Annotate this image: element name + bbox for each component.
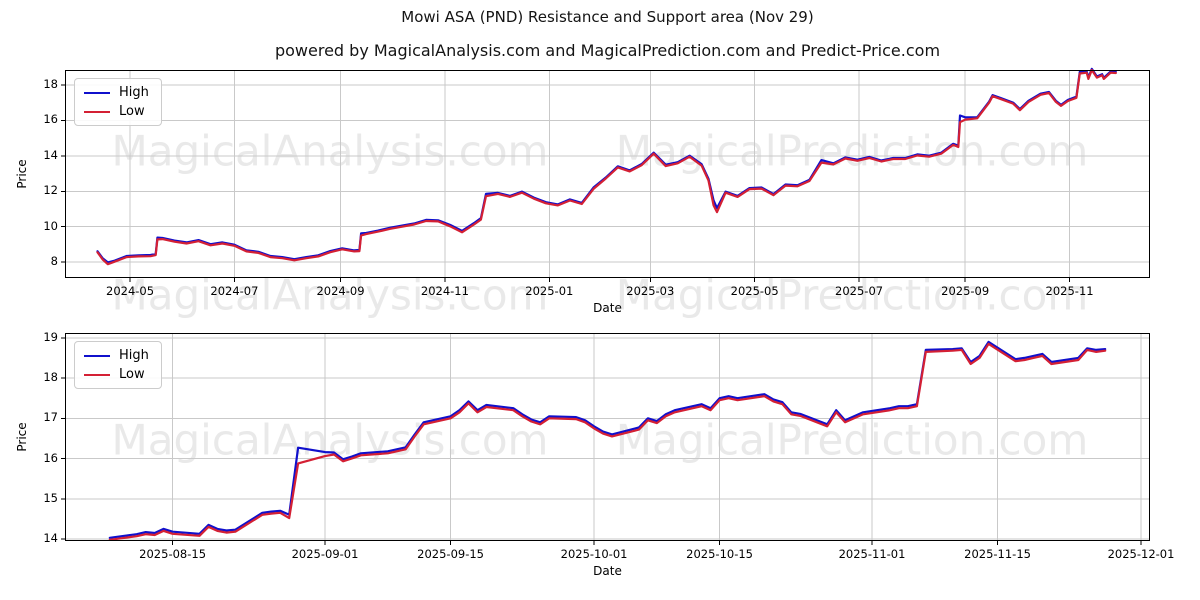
legend-line-icon bbox=[84, 110, 110, 113]
legend: High Low bbox=[74, 341, 162, 389]
y-tick-label: 16 bbox=[43, 112, 58, 127]
legend-entry-high: High bbox=[84, 85, 149, 100]
y-axis-label: Price bbox=[15, 422, 29, 452]
legend-entry-high: High bbox=[84, 348, 149, 363]
x-tick-label: 2025-11 bbox=[1045, 284, 1094, 298]
y-tick-label: 14 bbox=[43, 530, 58, 545]
x-tick-label: 2025-03 bbox=[626, 284, 675, 298]
x-tick-label: 2025-11-01 bbox=[838, 547, 906, 561]
legend-line-icon bbox=[84, 354, 110, 357]
y-tick-label: 12 bbox=[43, 183, 58, 198]
y-tick-label: 18 bbox=[43, 77, 58, 92]
page-subtitle: powered by MagicalAnalysis.com and Magic… bbox=[274, 41, 941, 60]
y-tick-label: 15 bbox=[43, 490, 58, 505]
x-tick-label: 2025-08-15 bbox=[139, 547, 207, 561]
x-axis-label: Date bbox=[593, 301, 622, 315]
watermark-analysis: MagicalAnalysis.com bbox=[111, 270, 549, 320]
y-tick-label: 16 bbox=[43, 450, 58, 465]
x-tick-label: 2025-09 bbox=[941, 284, 990, 298]
x-axis-label: Date bbox=[593, 564, 622, 578]
y-tick-label: 10 bbox=[43, 218, 58, 233]
x-tick-label: 2025-10-01 bbox=[560, 547, 628, 561]
watermark-prediction: MagicalPrediction.com bbox=[615, 126, 1089, 176]
x-tick-label: 2025-09-15 bbox=[417, 547, 484, 561]
x-tick-label: 2025-09-01 bbox=[291, 547, 359, 561]
y-tick-label: 8 bbox=[50, 254, 58, 269]
x-tick-label: 2025-11-15 bbox=[964, 547, 1031, 561]
watermark-prediction: MagicalPrediction.com bbox=[615, 415, 1089, 465]
legend-label: Low bbox=[119, 104, 145, 119]
legend-entry-low: Low bbox=[84, 367, 149, 382]
x-tick-label: 2024-09 bbox=[316, 284, 365, 298]
page-title: Mowi ASA (PND) Resistance and Support ar… bbox=[401, 8, 814, 26]
x-tick-label: 2025-05 bbox=[730, 284, 779, 298]
y-tick-label: 19 bbox=[43, 329, 58, 344]
legend-label: Low bbox=[119, 367, 145, 382]
legend-label: High bbox=[119, 348, 149, 363]
x-tick-label: 2025-07 bbox=[835, 284, 884, 298]
y-tick-label: 17 bbox=[43, 410, 58, 425]
watermark-analysis: MagicalAnalysis.com bbox=[111, 415, 549, 465]
legend-line-icon bbox=[84, 373, 110, 376]
x-tick-label: 2025-10-15 bbox=[686, 547, 753, 561]
x-tick-label: 2025-01 bbox=[525, 284, 574, 298]
y-axis-label: Price bbox=[15, 159, 29, 189]
watermark-prediction: MagicalPrediction.com bbox=[615, 270, 1089, 320]
y-tick-label: 14 bbox=[43, 147, 58, 162]
legend-line-icon bbox=[84, 91, 110, 94]
legend-label: High bbox=[119, 85, 149, 100]
legend: High Low bbox=[74, 78, 162, 126]
watermark-analysis: MagicalAnalysis.com bbox=[111, 126, 549, 176]
x-tick-label: 2024-05 bbox=[106, 284, 155, 298]
legend-entry-low: Low bbox=[84, 104, 149, 119]
x-tick-label: 2025-12-01 bbox=[1107, 547, 1175, 561]
x-tick-label: 2024-07 bbox=[210, 284, 259, 298]
y-tick-label: 18 bbox=[43, 370, 58, 385]
x-tick-label: 2024-11 bbox=[420, 284, 469, 298]
